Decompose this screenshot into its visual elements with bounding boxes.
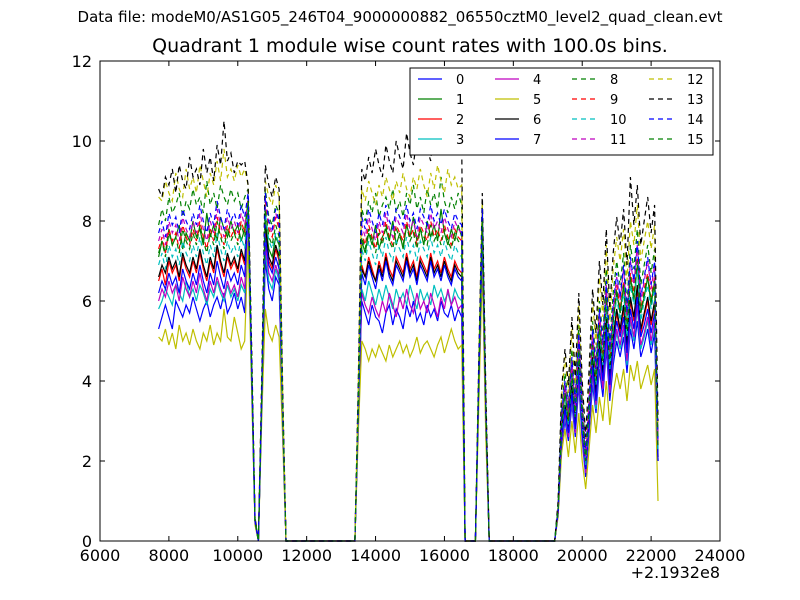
legend-label-5: 5 bbox=[533, 93, 541, 108]
x-tick-label: 20000 bbox=[557, 546, 608, 565]
y-tick-label: 6 bbox=[82, 292, 92, 311]
legend-label-12: 12 bbox=[687, 73, 704, 88]
series-line-1 bbox=[158, 200, 659, 542]
y-tick-label: 0 bbox=[82, 532, 92, 551]
series-line-5 bbox=[158, 240, 659, 542]
legend-label-1: 1 bbox=[456, 93, 464, 108]
series-line-4 bbox=[158, 208, 659, 542]
series-line-12 bbox=[158, 148, 659, 542]
legend-label-10: 10 bbox=[610, 113, 627, 128]
legend-label-4: 4 bbox=[533, 73, 541, 88]
series-line-11 bbox=[158, 196, 659, 542]
series-line-14 bbox=[158, 192, 659, 542]
data-file-title: Data file: modeM0/AS1G05_246T04_90000008… bbox=[77, 8, 723, 26]
y-tick-label: 10 bbox=[72, 132, 92, 151]
legend-label-14: 14 bbox=[687, 113, 704, 128]
chart-title: Quadrant 1 module wise count rates with … bbox=[152, 35, 668, 57]
y-tick-label: 8 bbox=[82, 212, 92, 231]
series-line-7 bbox=[158, 204, 659, 542]
x-tick-label: 10000 bbox=[212, 546, 263, 565]
legend-label-11: 11 bbox=[610, 133, 627, 148]
series-lines bbox=[158, 104, 659, 542]
series-line-0 bbox=[158, 208, 659, 542]
legend-label-13: 13 bbox=[687, 93, 704, 108]
series-line-6 bbox=[158, 200, 659, 542]
x-tick-label: 6000 bbox=[80, 546, 121, 565]
y-tick-label: 12 bbox=[72, 52, 92, 71]
legend-label-2: 2 bbox=[456, 113, 464, 128]
x-tick-label: 8000 bbox=[149, 546, 190, 565]
legend-label-0: 0 bbox=[456, 73, 464, 88]
series-line-2 bbox=[158, 204, 659, 542]
legend-label-6: 6 bbox=[533, 113, 541, 128]
x-tick-label: 18000 bbox=[488, 546, 539, 565]
x-tick-label: 16000 bbox=[419, 546, 470, 565]
legend-box bbox=[409, 67, 714, 156]
series-line-13 bbox=[158, 104, 659, 542]
series-line-15 bbox=[158, 200, 659, 542]
x-tick-label: 12000 bbox=[281, 546, 332, 565]
series-line-10 bbox=[158, 200, 659, 542]
legend-label-15: 15 bbox=[687, 133, 704, 148]
series-line-9 bbox=[158, 196, 659, 542]
legend-label-3: 3 bbox=[456, 133, 464, 148]
x-tick-label: 14000 bbox=[350, 546, 401, 565]
series-line-3 bbox=[158, 212, 659, 542]
y-tick-label: 4 bbox=[82, 372, 92, 391]
legend-label-8: 8 bbox=[610, 73, 618, 88]
x-tick-label: 24000 bbox=[695, 546, 746, 565]
x-offset-label: +2.1932e8 bbox=[631, 563, 720, 582]
y-tick-label: 2 bbox=[82, 452, 92, 471]
legend-label-7: 7 bbox=[533, 133, 541, 148]
axis-ticks: 6000 8000 10000 12000 14000 16000 18000 20000 22… bbox=[72, 52, 746, 582]
legend-label-9: 9 bbox=[610, 93, 618, 108]
x-tick-label: 22000 bbox=[626, 546, 677, 565]
